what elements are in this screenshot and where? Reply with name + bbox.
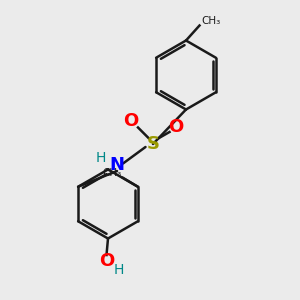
Text: CH₃: CH₃	[102, 168, 122, 178]
Text: H: H	[95, 151, 106, 164]
Text: O: O	[123, 112, 138, 130]
Text: N: N	[110, 156, 124, 174]
Text: CH₃: CH₃	[201, 16, 220, 26]
Text: S: S	[146, 135, 160, 153]
Text: O: O	[99, 252, 114, 270]
Text: H: H	[113, 263, 124, 277]
Text: O: O	[168, 118, 183, 136]
